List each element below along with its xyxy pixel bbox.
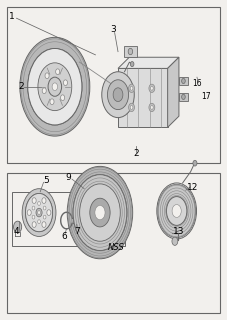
Circle shape bbox=[32, 206, 35, 210]
Circle shape bbox=[151, 86, 153, 90]
Circle shape bbox=[129, 103, 134, 112]
Circle shape bbox=[38, 211, 40, 214]
Circle shape bbox=[73, 175, 127, 251]
Text: 13: 13 bbox=[173, 227, 185, 236]
Circle shape bbox=[56, 69, 60, 75]
Circle shape bbox=[113, 88, 123, 101]
Circle shape bbox=[38, 63, 72, 111]
Text: 1: 1 bbox=[9, 12, 15, 21]
Circle shape bbox=[47, 210, 51, 215]
FancyBboxPatch shape bbox=[124, 46, 137, 57]
Text: 4: 4 bbox=[14, 227, 19, 236]
Circle shape bbox=[25, 194, 53, 232]
Circle shape bbox=[28, 49, 82, 125]
Text: 16: 16 bbox=[192, 79, 202, 88]
Circle shape bbox=[182, 94, 185, 100]
FancyBboxPatch shape bbox=[7, 173, 220, 313]
Text: 7: 7 bbox=[74, 227, 80, 236]
Polygon shape bbox=[168, 57, 179, 127]
Circle shape bbox=[130, 86, 133, 90]
Circle shape bbox=[157, 183, 197, 239]
Text: 2: 2 bbox=[133, 149, 139, 158]
Circle shape bbox=[36, 208, 42, 217]
FancyBboxPatch shape bbox=[7, 7, 220, 163]
Circle shape bbox=[130, 61, 134, 67]
Circle shape bbox=[14, 221, 22, 233]
Circle shape bbox=[32, 215, 35, 219]
Circle shape bbox=[130, 106, 133, 109]
Circle shape bbox=[193, 160, 197, 166]
Circle shape bbox=[90, 198, 110, 227]
Text: 5: 5 bbox=[43, 176, 49, 185]
Text: 9: 9 bbox=[66, 173, 71, 182]
Circle shape bbox=[27, 210, 31, 215]
Circle shape bbox=[43, 206, 46, 210]
Circle shape bbox=[45, 73, 49, 79]
Wedge shape bbox=[67, 166, 133, 259]
Circle shape bbox=[52, 83, 58, 91]
Circle shape bbox=[48, 77, 62, 96]
Circle shape bbox=[42, 198, 46, 204]
Circle shape bbox=[172, 237, 178, 245]
Text: 6: 6 bbox=[61, 232, 67, 241]
Circle shape bbox=[149, 84, 155, 92]
Circle shape bbox=[172, 204, 181, 217]
Circle shape bbox=[42, 222, 46, 228]
Text: 2: 2 bbox=[18, 82, 24, 91]
Circle shape bbox=[149, 103, 155, 112]
Text: 12: 12 bbox=[187, 183, 198, 192]
Text: 17: 17 bbox=[201, 92, 211, 101]
Wedge shape bbox=[22, 189, 56, 236]
Circle shape bbox=[151, 106, 153, 109]
Circle shape bbox=[63, 80, 67, 85]
Circle shape bbox=[32, 198, 36, 204]
Circle shape bbox=[43, 215, 46, 219]
Circle shape bbox=[74, 218, 79, 225]
Wedge shape bbox=[158, 184, 195, 238]
Text: NSS: NSS bbox=[107, 243, 124, 252]
Circle shape bbox=[72, 214, 81, 228]
Circle shape bbox=[61, 95, 65, 100]
FancyBboxPatch shape bbox=[179, 77, 188, 85]
Circle shape bbox=[50, 99, 54, 105]
Circle shape bbox=[42, 88, 46, 94]
Circle shape bbox=[128, 48, 133, 55]
Circle shape bbox=[129, 84, 134, 92]
Circle shape bbox=[38, 220, 40, 224]
Polygon shape bbox=[118, 68, 168, 127]
Circle shape bbox=[102, 72, 134, 118]
Circle shape bbox=[182, 78, 185, 84]
Wedge shape bbox=[20, 37, 90, 136]
Polygon shape bbox=[118, 57, 179, 68]
Circle shape bbox=[32, 222, 36, 228]
Circle shape bbox=[95, 205, 105, 220]
FancyBboxPatch shape bbox=[179, 93, 188, 101]
Text: 3: 3 bbox=[111, 25, 116, 34]
Circle shape bbox=[38, 202, 40, 205]
Circle shape bbox=[107, 80, 128, 109]
Circle shape bbox=[167, 197, 187, 225]
Circle shape bbox=[80, 184, 120, 241]
